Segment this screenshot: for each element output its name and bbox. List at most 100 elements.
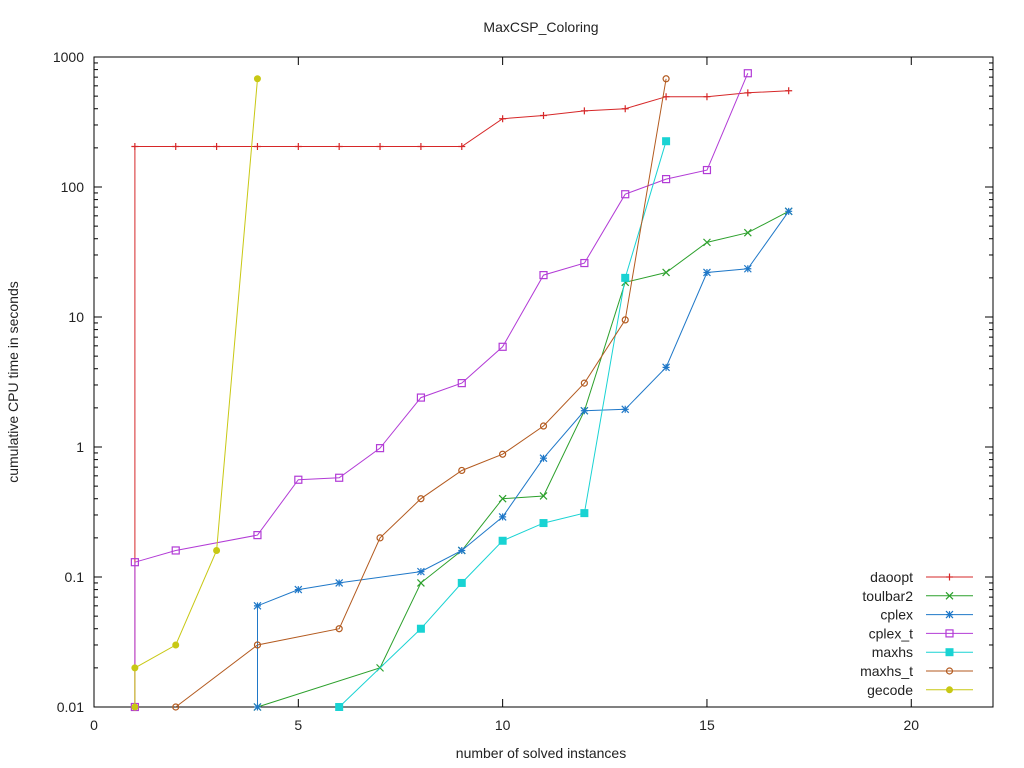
data-point-daoopt bbox=[662, 93, 670, 101]
legend-marker-toulbar2 bbox=[945, 591, 954, 600]
data-point-cplex bbox=[253, 703, 262, 711]
series-line-toulbar2 bbox=[257, 210, 789, 708]
legend-marker-cplex_t bbox=[945, 629, 954, 638]
y-tick-label: 0.1 bbox=[65, 569, 85, 585]
data-point-maxhs bbox=[457, 578, 466, 587]
data-point-gecode bbox=[253, 75, 261, 83]
data-point-cplex_t bbox=[498, 342, 507, 351]
data-point-daoopt bbox=[703, 93, 711, 101]
data-point-cplex bbox=[743, 264, 752, 273]
data-point-maxhs_t bbox=[621, 316, 629, 324]
data-point-daoopt bbox=[294, 142, 302, 150]
data-point-cplex bbox=[580, 406, 589, 415]
x-tick-label: 15 bbox=[699, 717, 715, 733]
data-point-cplex bbox=[784, 207, 793, 216]
plot-frame bbox=[93, 56, 994, 708]
data-point-gecode bbox=[131, 703, 139, 711]
legend-item-daoopt: daoopt bbox=[870, 569, 973, 585]
y-tick-label: 100 bbox=[61, 179, 85, 195]
y-axis-label: cumulative CPU time in seconds bbox=[5, 281, 21, 483]
data-point-cplex bbox=[253, 601, 262, 610]
legend-marker-maxhs_t bbox=[945, 667, 954, 675]
data-point-maxhs_t bbox=[499, 450, 507, 458]
legend-item-gecode: gecode bbox=[867, 682, 973, 698]
data-point-daoopt bbox=[499, 115, 507, 123]
data-point-cplex_t bbox=[253, 531, 262, 540]
data-point-cplex_t bbox=[335, 473, 344, 482]
data-point-maxhs_t bbox=[172, 703, 180, 711]
data-point-maxhs bbox=[416, 624, 425, 633]
series-line-gecode bbox=[134, 78, 258, 707]
data-point-daoopt bbox=[335, 142, 343, 150]
data-point-daoopt bbox=[131, 142, 139, 150]
data-point-gecode bbox=[131, 664, 139, 672]
series-cplex bbox=[253, 207, 793, 711]
series-line-daoopt bbox=[134, 90, 789, 707]
data-point-gecode bbox=[172, 641, 180, 649]
y-tick-label: 1000 bbox=[53, 49, 84, 65]
data-point-cplex bbox=[294, 585, 303, 594]
x-axis-label: number of solved instances bbox=[456, 745, 626, 761]
y-tick-label: 10 bbox=[68, 309, 84, 325]
series-line-maxhs bbox=[338, 141, 667, 708]
y-tick-label: 1 bbox=[76, 439, 84, 455]
data-point-daoopt bbox=[253, 142, 261, 150]
series-layer bbox=[130, 69, 793, 712]
data-point-maxhs_t bbox=[253, 641, 262, 649]
data-point-daoopt bbox=[213, 142, 221, 150]
data-point-cplex bbox=[703, 268, 711, 277]
x-tick-label: 20 bbox=[903, 717, 919, 733]
data-point-daoopt bbox=[458, 142, 466, 150]
axis-ticks: 0 5 10 15 20 0.01 0.1 1 10 100 1000 bbox=[53, 49, 993, 733]
data-point-maxhs bbox=[498, 536, 507, 545]
data-point-toulbar2 bbox=[743, 228, 752, 237]
data-point-daoopt bbox=[580, 107, 588, 115]
data-point-cplex bbox=[335, 579, 344, 587]
data-point-toulbar2 bbox=[498, 494, 507, 503]
data-point-maxhs_t bbox=[662, 75, 670, 83]
legend-item-maxhs: maxhs bbox=[872, 644, 973, 660]
data-point-cplex_t bbox=[539, 271, 548, 280]
series-maxhs_t bbox=[172, 75, 670, 711]
series-toulbar2 bbox=[253, 207, 793, 711]
legend-item-maxhs_t: maxhs_t bbox=[860, 663, 973, 679]
data-point-cplex_t bbox=[130, 558, 139, 567]
series-line-maxhs_t bbox=[175, 78, 667, 708]
data-point-cplex bbox=[498, 512, 507, 521]
data-point-cplex_t bbox=[621, 190, 630, 199]
legend-marker-gecode bbox=[946, 686, 953, 694]
data-point-toulbar2 bbox=[539, 492, 548, 500]
series-gecode bbox=[131, 75, 261, 711]
data-point-gecode bbox=[213, 546, 221, 554]
data-point-maxhs_t bbox=[539, 422, 548, 430]
data-point-cplex_t bbox=[580, 258, 589, 268]
data-point-cplex bbox=[457, 546, 466, 555]
data-point-cplex_t bbox=[661, 175, 671, 184]
data-point-cplex_t bbox=[743, 69, 752, 78]
legend-label: toulbar2 bbox=[862, 588, 913, 604]
legend-label: cplex bbox=[880, 607, 913, 623]
data-point-cplex_t bbox=[171, 546, 180, 555]
x-tick-label: 0 bbox=[90, 717, 98, 733]
legend-item-cplex: cplex bbox=[880, 607, 973, 623]
chart-title: MaxCSP_Coloring bbox=[483, 19, 598, 35]
series-daoopt bbox=[131, 87, 793, 711]
legend-label: maxhs_t bbox=[860, 663, 913, 679]
data-point-cplex bbox=[539, 454, 548, 463]
data-point-maxhs bbox=[621, 273, 630, 282]
series-maxhs bbox=[335, 137, 671, 711]
data-point-maxhs_t bbox=[458, 466, 466, 475]
x-tick-label: 10 bbox=[495, 717, 511, 733]
data-point-maxhs_t bbox=[417, 495, 425, 503]
data-point-daoopt bbox=[785, 87, 793, 95]
legend-marker-daoopt bbox=[946, 573, 953, 581]
x-tick-label: 5 bbox=[294, 717, 302, 733]
series-line-cplex bbox=[257, 211, 790, 707]
data-point-maxhs_t bbox=[580, 379, 588, 387]
data-point-daoopt bbox=[540, 111, 547, 119]
data-point-maxhs_t bbox=[376, 534, 384, 542]
data-point-toulbar2 bbox=[416, 579, 425, 587]
data-point-cplex_t bbox=[457, 379, 466, 388]
